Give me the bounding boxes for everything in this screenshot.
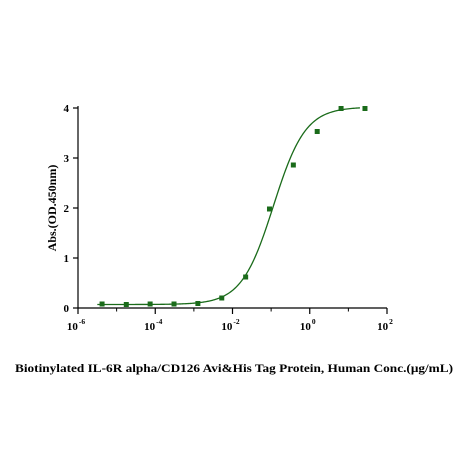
y-axis-title: Abs.(OD.450nm) — [45, 165, 59, 252]
y-axis-ticks: 0 1 2 3 4 — [64, 103, 78, 315]
y-tick-label: 3 — [64, 153, 70, 165]
data-point — [219, 295, 225, 301]
x-tick-label: 10-4 — [144, 317, 162, 333]
x-tick-label: 102 — [377, 317, 393, 333]
y-tick-label: 2 — [64, 203, 70, 215]
data-point — [171, 301, 177, 307]
y-tick-label: 0 — [64, 303, 70, 315]
data-point — [123, 302, 129, 307]
y-tick-label: 4 — [64, 103, 70, 115]
data-points — [99, 106, 368, 307]
data-point — [362, 106, 368, 111]
data-point — [266, 206, 272, 212]
x-axis-title: Biotinylated IL-6R alpha/CD126 Avi&His T… — [15, 361, 453, 375]
x-tick-label: 100 — [300, 317, 316, 333]
x-axis-ticks: 10-6 10-4 10-2 100 102 — [67, 308, 393, 333]
x-tick-label: 10-6 — [67, 317, 85, 333]
data-point — [99, 301, 105, 307]
data-point — [147, 301, 153, 307]
y-tick-label: 1 — [64, 253, 70, 265]
x-tick-label: 10-2 — [221, 317, 239, 333]
data-point — [243, 274, 249, 280]
fit-curve — [97, 107, 360, 306]
data-point — [314, 129, 320, 134]
data-point — [290, 162, 296, 168]
data-point — [195, 301, 201, 306]
data-point — [338, 106, 344, 111]
